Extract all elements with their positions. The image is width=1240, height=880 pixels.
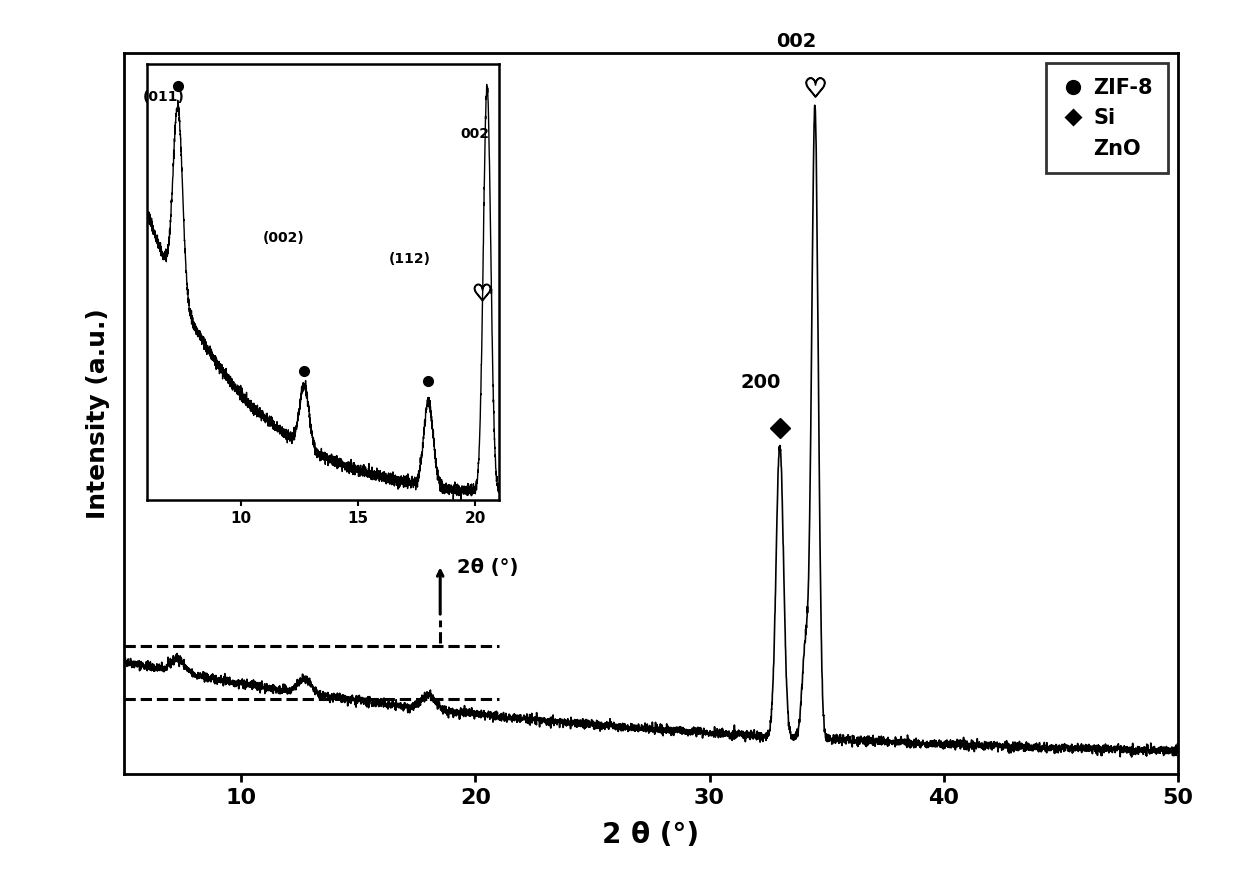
Y-axis label: Intensity (a.u.): Intensity (a.u.) bbox=[86, 308, 110, 519]
Text: 002: 002 bbox=[776, 33, 816, 51]
Legend: ZIF-8, Si, ZnO: ZIF-8, Si, ZnO bbox=[1045, 63, 1168, 173]
Text: 002: 002 bbox=[461, 128, 490, 142]
Text: (002): (002) bbox=[263, 231, 304, 246]
Text: 200: 200 bbox=[740, 373, 781, 392]
Text: (112): (112) bbox=[389, 253, 430, 266]
Text: 2θ (°): 2θ (°) bbox=[456, 558, 518, 577]
X-axis label: 2 θ (°): 2 θ (°) bbox=[603, 822, 699, 849]
Text: (011): (011) bbox=[143, 90, 185, 104]
